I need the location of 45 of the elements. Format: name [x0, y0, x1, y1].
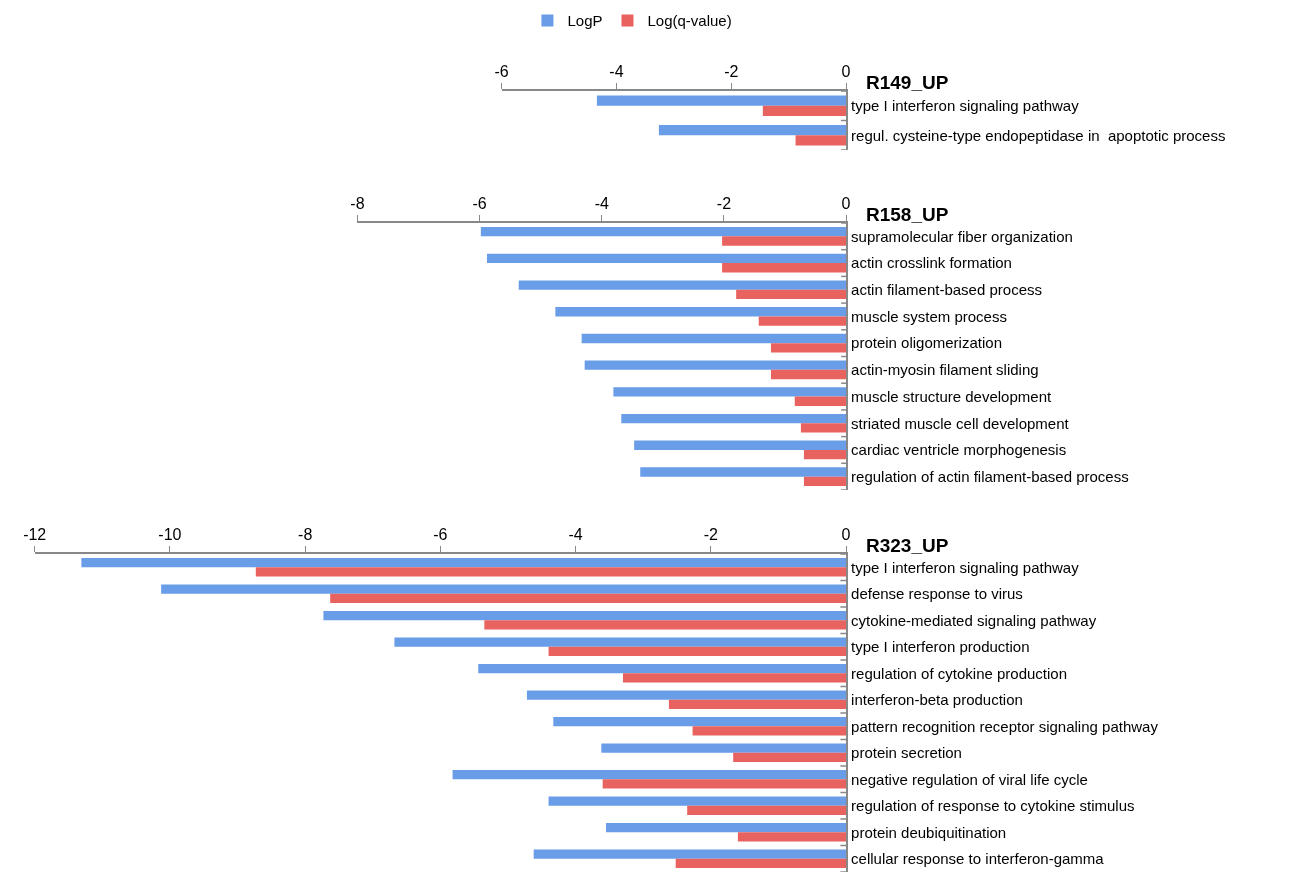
y-tick-label: regulation of cytokine production: [851, 664, 1068, 682]
legend-label: LogP: [567, 12, 603, 30]
y-tick-label: protein secretion: [851, 744, 962, 761]
y-tick-label: actin filament-based process: [851, 281, 1043, 298]
x-tick-label: 0: [841, 194, 851, 212]
x-tick-label: -10: [158, 525, 182, 543]
x-tick-label: -4: [568, 525, 583, 543]
y-tick-label: type I interferon signaling pathway: [851, 97, 1080, 114]
y-tick-label: regul. cysteine-type endopeptidase in apoptotic process: [851, 126, 1226, 144]
x-tick-label: -2: [703, 525, 719, 543]
legend-label: Log(q-value): [647, 12, 732, 30]
x-tick-label: -6: [472, 194, 487, 212]
y-tick-label: supramolecular fiber organization: [851, 227, 1073, 245]
x-tick-label: -2: [716, 194, 732, 212]
x-tick-label: -6: [494, 62, 509, 80]
y-tick-label: regulation of actin filament-based process: [851, 467, 1129, 485]
x-tick-label: -4: [609, 62, 624, 80]
y-tick-label: type I interferon production: [851, 638, 1030, 655]
y-tick-label: muscle system process: [851, 307, 1007, 325]
x-tick-label: -12: [23, 525, 47, 543]
y-tick-label: cellular response to interferon-gamma: [851, 850, 1105, 867]
x-tick-label: -2: [724, 62, 739, 80]
y-tick-label: muscle structure development: [851, 387, 1052, 405]
x-tick-label: 0: [841, 62, 851, 80]
text: R149_UP: [866, 72, 949, 93]
y-tick-label: cardiac ventricle morphogenesis: [851, 441, 1067, 459]
x-tick-label: -8: [298, 525, 313, 543]
y-tick-label: protein oligomerization: [851, 334, 1002, 352]
y-tick-label: regulation of response to cytokine stimulus: [851, 797, 1135, 814]
y-tick-label: defense response to virus: [851, 585, 1023, 602]
y-tick-label: interferon-beta production: [851, 691, 1023, 708]
y-tick-label: cytokine-mediated signaling pathway: [851, 611, 1097, 629]
x-tick-label: 0: [841, 525, 851, 543]
y-tick-label: pattern recognition receptor signaling pathway: [851, 717, 1159, 735]
y-tick-label: negative regulation of viral life cycle: [851, 770, 1088, 788]
text: R323_UP: [866, 535, 949, 556]
text: R158_UP: [866, 204, 949, 225]
x-tick-label: -8: [350, 194, 365, 212]
y-tick-label: actin-myosin filament sliding: [851, 361, 1039, 379]
y-tick-label: type I interferon signaling pathway: [851, 558, 1080, 576]
y-tick-label: actin crosslink formation: [851, 254, 1012, 272]
x-tick-label: -6: [433, 525, 448, 543]
y-tick-label: striated muscle cell development: [851, 414, 1070, 432]
y-tick-label: protein deubiquitination: [851, 823, 1007, 841]
x-tick-label: -4: [594, 194, 609, 212]
